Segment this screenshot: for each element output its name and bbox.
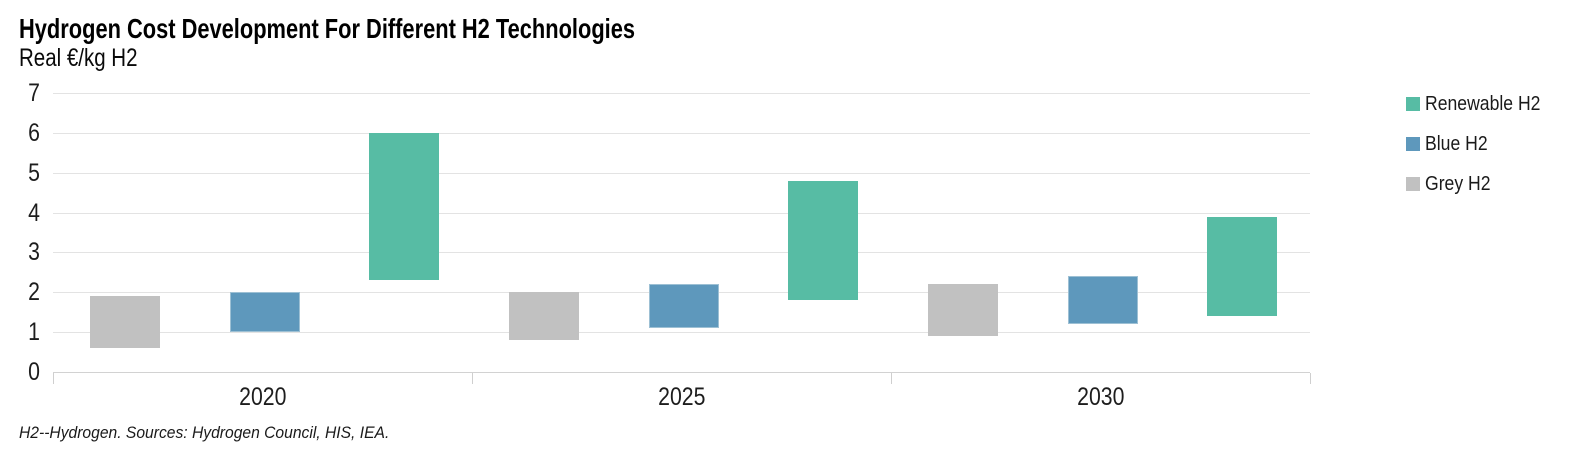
y-axis-tick-label: 6 — [28, 118, 40, 147]
source-note-text: H2--Hydrogen. Sources: Hydrogen Council,… — [19, 423, 390, 442]
legend-swatch-grey-h2-icon — [1406, 177, 1420, 191]
gridline — [53, 172, 1310, 174]
bar-renewable-h2-2020 — [369, 132, 440, 281]
legend-item-blue-h2: Blue H2 — [1406, 132, 1556, 156]
bar-blue-h2-2030 — [1067, 276, 1138, 325]
legend-label: Renewable H2 — [1425, 93, 1541, 115]
y-axis-tick-label: 3 — [28, 238, 40, 267]
x-axis-category-label: 2030 — [1076, 383, 1125, 411]
bar-blue-h2-2025 — [648, 284, 719, 329]
gridline — [53, 212, 1310, 214]
x-axis-category-label: 2025 — [657, 383, 706, 411]
chart-subtitle-text: Real €/kg H2 — [19, 44, 138, 72]
bar-grey-h2-2030 — [927, 284, 998, 337]
y-axis-tick-label: 4 — [28, 198, 40, 227]
y-axis-tick-label: 5 — [28, 158, 40, 187]
gridline — [53, 93, 1310, 94]
legend: Renewable H2 Blue H2 Grey H2 — [1406, 92, 1556, 212]
bar-blue-h2-2020 — [229, 292, 300, 333]
legend-item-renewable-h2: Renewable H2 — [1406, 92, 1556, 116]
bar-grey-h2-2020 — [89, 296, 160, 349]
y-axis-tick-label: 0 — [28, 358, 40, 386]
bar-renewable-h2-2030 — [1207, 216, 1278, 317]
gridline — [53, 332, 1310, 334]
chart-title-text: Hydrogen Cost Development For Different … — [19, 13, 636, 44]
gridline — [53, 132, 1310, 134]
page-title: Hydrogen Cost Development For Different … — [19, 13, 809, 45]
chart-subtitle: Real €/kg H2 — [19, 44, 164, 72]
legend-swatch-renewable-h2-icon — [1406, 97, 1420, 111]
gridline — [53, 252, 1310, 254]
x-axis-line — [53, 372, 1310, 373]
source-note: H2--Hydrogen. Sources: Hydrogen Council,… — [19, 423, 422, 445]
bar-grey-h2-2025 — [508, 292, 579, 341]
y-axis-tick-label: 2 — [28, 278, 40, 307]
x-axis-tick — [472, 373, 473, 384]
legend-label: Blue H2 — [1425, 133, 1488, 155]
x-axis-tick — [1310, 373, 1311, 384]
x-axis-tick — [53, 373, 54, 384]
legend-label: Grey H2 — [1425, 173, 1491, 195]
x-axis-tick — [891, 373, 892, 384]
bar-renewable-h2-2025 — [788, 180, 859, 301]
legend-swatch-blue-h2-icon — [1406, 137, 1420, 151]
legend-item-grey-h2: Grey H2 — [1406, 172, 1556, 196]
x-axis-category-label: 2020 — [238, 383, 287, 411]
y-axis-tick-label: 7 — [28, 79, 40, 107]
y-axis-tick-label: 1 — [28, 318, 40, 347]
